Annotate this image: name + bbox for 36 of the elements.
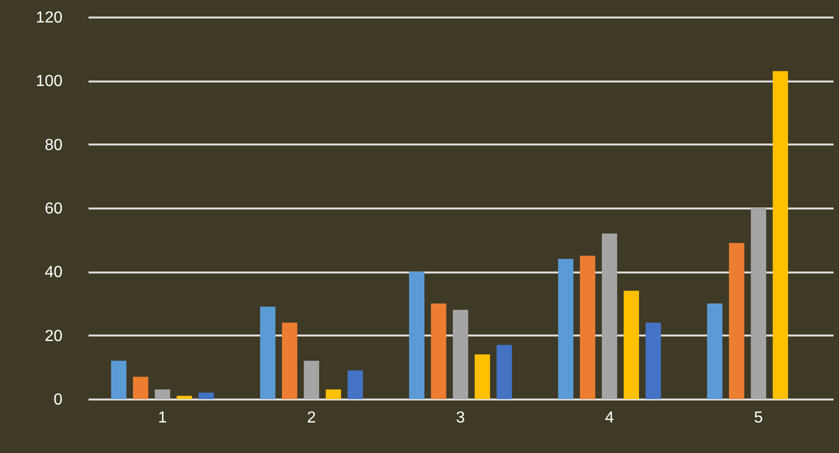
- bar: [646, 322, 661, 399]
- bar: [348, 370, 363, 399]
- bar: [176, 396, 192, 399]
- bar: [304, 360, 320, 399]
- y-tick-label: 20: [44, 328, 63, 345]
- bar: [409, 272, 424, 399]
- y-tick-label: 0: [54, 392, 63, 408]
- bar: [452, 310, 468, 399]
- bar: [326, 389, 342, 399]
- bar: [602, 233, 618, 399]
- bar: [198, 392, 214, 399]
- bar: [111, 360, 126, 399]
- bar: [772, 71, 788, 399]
- x-tick-label: 3: [456, 410, 466, 426]
- x-tick-label: 4: [605, 410, 614, 426]
- x-tick-label: 2: [307, 410, 316, 426]
- bar: [750, 208, 766, 399]
- bar: [624, 290, 640, 399]
- bar: [474, 354, 490, 399]
- bar: [260, 306, 276, 399]
- bar: [707, 304, 722, 399]
- bar: [496, 344, 512, 399]
- y-tick-label: 60: [44, 200, 63, 218]
- bar: [430, 304, 446, 399]
- bar: [154, 389, 170, 399]
- y-tick-label: 100: [36, 73, 63, 90]
- bar: [728, 243, 744, 399]
- bar: [132, 376, 148, 399]
- y-tick-label: 40: [44, 264, 63, 282]
- bar: [558, 258, 574, 399]
- bar: [580, 256, 596, 399]
- y-tick-label: 120: [36, 10, 63, 26]
- x-tick-label: 5: [754, 410, 764, 426]
- x-tick-label: 1: [158, 410, 168, 426]
- y-tick-label: 80: [44, 136, 63, 154]
- bar: [282, 322, 298, 399]
